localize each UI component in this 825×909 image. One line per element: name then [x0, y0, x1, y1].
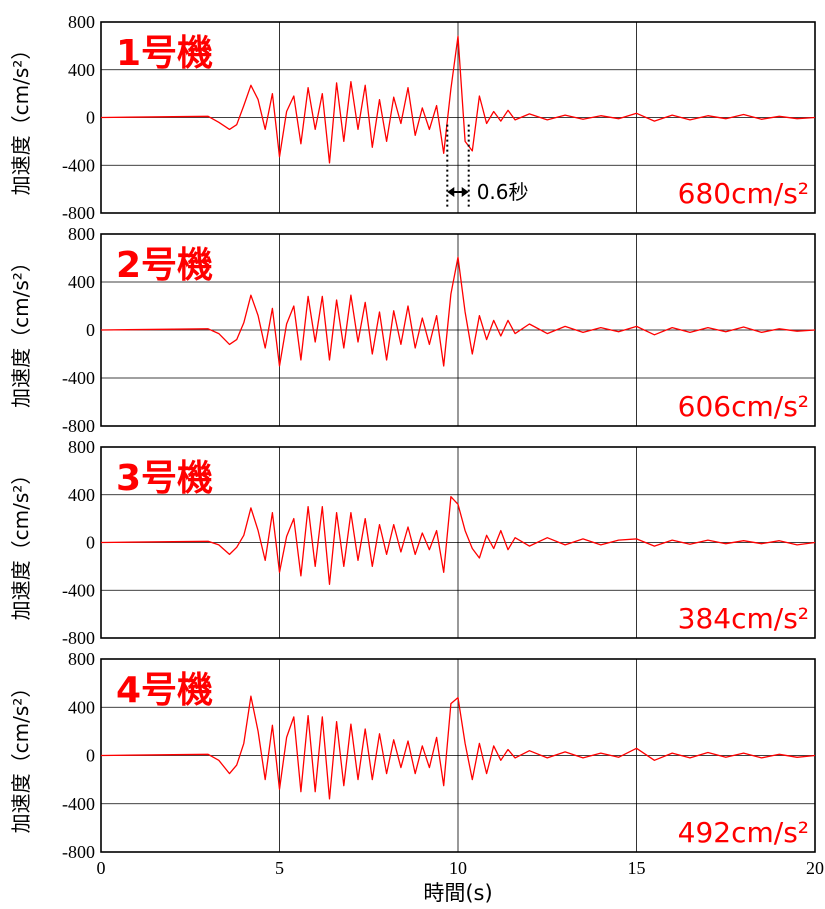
y-tick-label: -800	[62, 842, 95, 862]
y-axis-label: 加速度（cm/s²）	[9, 465, 33, 621]
y-axis-label: 加速度（cm/s²）	[9, 40, 33, 196]
y-tick-label: -800	[62, 203, 95, 223]
x-axis-label: 時間(s)	[423, 881, 492, 905]
y-tick-label: -800	[62, 416, 95, 436]
peak-label: 680cm/s²	[678, 177, 809, 210]
x-tick-label: 20	[806, 858, 824, 878]
y-tick-label: 800	[68, 437, 95, 457]
unit-title: 1号機	[116, 33, 213, 74]
series-line-4	[100, 695, 816, 800]
annotation-label: 0.6秒	[477, 180, 529, 204]
peak-label: 606cm/s²	[678, 390, 809, 423]
y-tick-label: 0	[86, 320, 95, 340]
unit-title: 2号機	[116, 245, 213, 286]
unit-title: 3号機	[116, 458, 213, 499]
y-axis-label: 加速度（cm/s²）	[9, 252, 33, 408]
peak-label: 384cm/s²	[678, 602, 809, 635]
x-tick-label: 10	[449, 858, 467, 878]
y-tick-label: 0	[86, 746, 95, 766]
x-tick-label: 15	[628, 858, 646, 878]
y-tick-label: 800	[68, 224, 95, 244]
y-axis-label: 加速度（cm/s²）	[9, 678, 33, 834]
y-tick-label: -400	[62, 368, 95, 388]
y-tick-label: -800	[62, 628, 95, 648]
y-tick-label: -400	[62, 794, 95, 814]
annotation-arrowhead-left	[447, 187, 455, 197]
y-tick-label: 400	[68, 272, 95, 292]
x-tick-label: 5	[275, 858, 284, 878]
unit-title: 4号機	[116, 670, 213, 711]
y-tick-label: -400	[62, 580, 95, 600]
y-tick-label: 800	[68, 12, 95, 32]
y-tick-label: 800	[68, 649, 95, 669]
y-tick-label: 400	[68, 697, 95, 717]
series-line-3	[100, 496, 816, 585]
y-tick-label: -400	[62, 155, 95, 175]
x-tick-label: 0	[97, 858, 106, 878]
y-tick-label: 0	[86, 108, 95, 128]
peak-label: 492cm/s²	[678, 816, 809, 849]
series-line-2	[100, 256, 816, 367]
y-tick-label: 400	[68, 60, 95, 80]
annotation-arrowhead-right	[461, 187, 469, 197]
series-line-1	[100, 35, 816, 164]
y-tick-label: 400	[68, 485, 95, 505]
y-tick-label: 0	[86, 533, 95, 553]
